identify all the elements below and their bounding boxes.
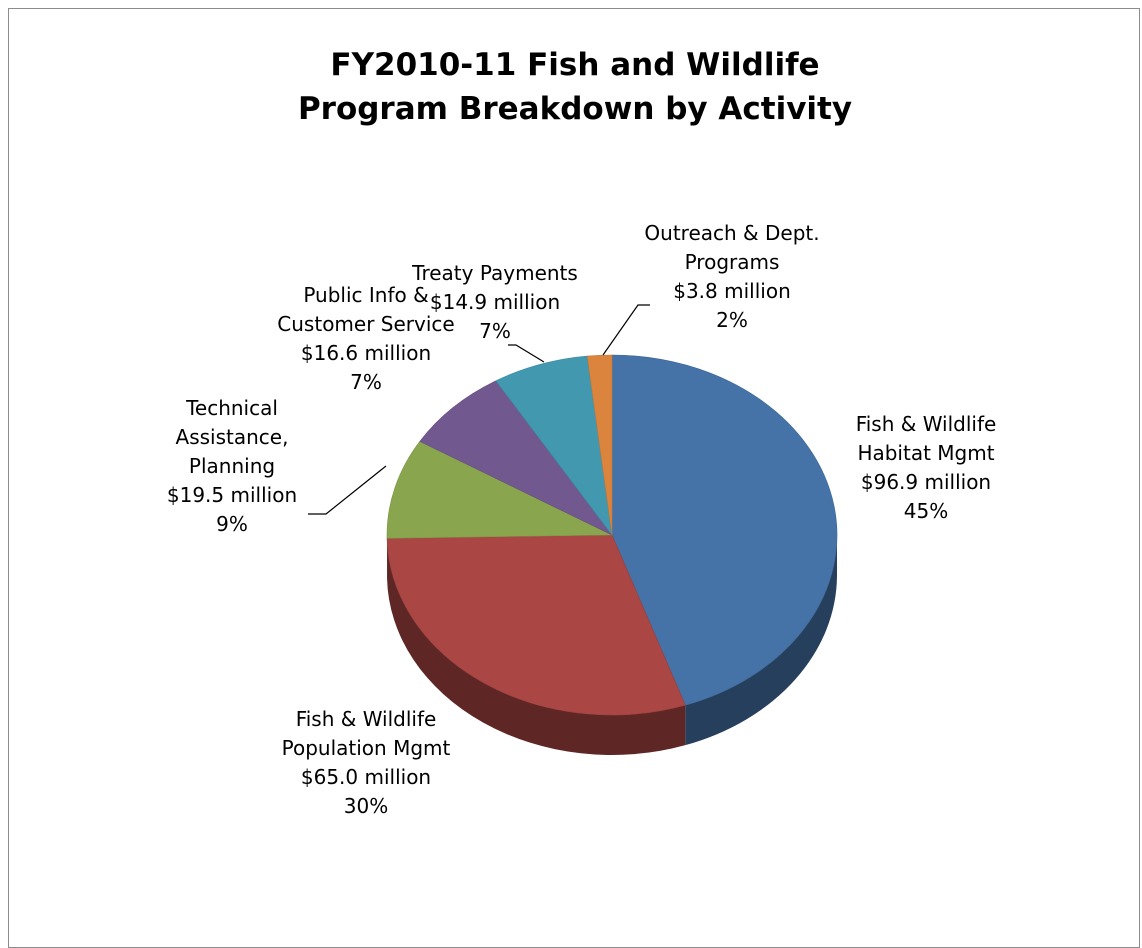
slice-percent: 9% [167, 510, 297, 539]
leader-line-outreach [603, 305, 650, 355]
slice-label-line: Assistance, [167, 423, 297, 452]
slice-label-line: Fish & Wildlife [856, 410, 997, 439]
slice-label-line: Treaty Payments [412, 259, 578, 288]
slice-percent: 2% [644, 306, 819, 335]
slice-percent: 7% [412, 317, 578, 346]
slice-label-line: Outreach & Dept. [644, 219, 819, 248]
slice-percent: 45% [856, 497, 997, 526]
slice-value: $96.9 million [856, 468, 997, 497]
slice-label-line: Habitat Mgmt [856, 439, 997, 468]
slice-percent: 7% [277, 368, 454, 397]
slice-value: $3.8 million [644, 277, 819, 306]
pie-tops [387, 355, 837, 715]
slice-label-line: Programs [644, 248, 819, 277]
slice-value: $14.9 million [412, 288, 578, 317]
slice-value: $19.5 million [167, 481, 297, 510]
leader-line-treaty [508, 345, 544, 362]
slice-value: $65.0 million [282, 763, 451, 792]
slice-percent: 30% [282, 792, 451, 821]
slice-label-line: Population Mgmt [282, 734, 451, 763]
slice-label-line: Planning [167, 452, 297, 481]
slice-label-line: Technical [167, 394, 297, 423]
slice-label-line: Fish & Wildlife [282, 705, 451, 734]
leader-line-technical [308, 466, 386, 514]
